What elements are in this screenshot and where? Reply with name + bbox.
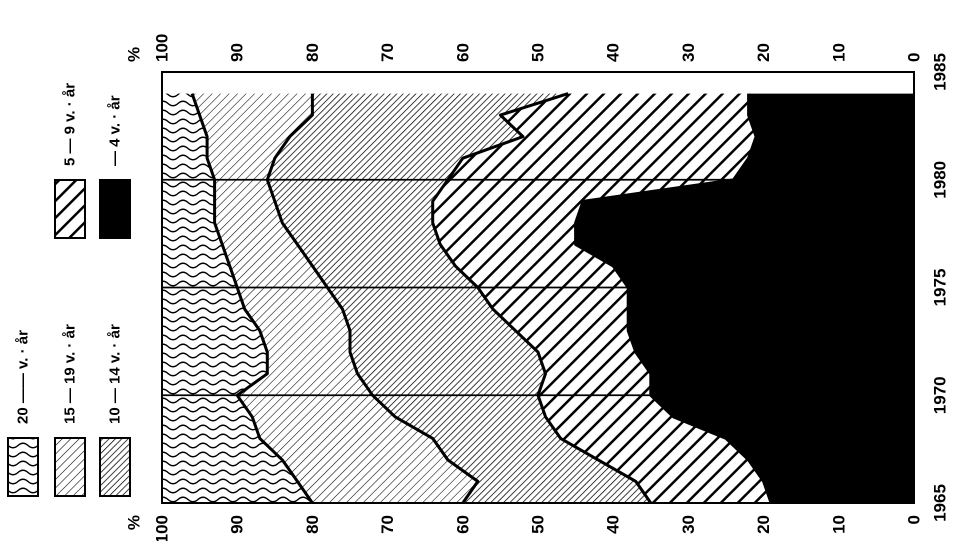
tick-label-top-50: 50 (529, 43, 548, 62)
legend-swatch-2 (54, 437, 86, 497)
boundary-line-1 (574, 93, 773, 504)
tick-label-top-70: 70 (378, 43, 397, 62)
band-boundaries (190, 92, 773, 504)
tick-label-year-1980: 1980 (931, 161, 950, 199)
axis-ticks: 0 0 10 10 20 20 30 30 40 40 50 50 60 60 70 70 80 80 90 90 10… (125, 34, 950, 541)
tick-label-top-10: 10 (829, 43, 848, 62)
tick-label-top-40: 40 (604, 43, 623, 62)
tick-label-year-1970: 1970 (931, 376, 950, 414)
tick-label-top-30: 30 (679, 43, 698, 62)
legend-label-4: 5 — 9 v. · år (62, 83, 79, 166)
tick-label-top-0: 0 (905, 53, 924, 62)
tick-label-bottom-20: 20 (754, 515, 773, 534)
band-pattern-3 (267, 93, 651, 503)
legend-swatch-5 (99, 179, 131, 239)
tick-label-top-100: 100 (153, 34, 172, 62)
tick-label-bottom-80: 80 (303, 515, 322, 534)
tick-label-bottom-0: 0 (905, 515, 924, 524)
tick-label-top-80: 80 (303, 43, 322, 62)
tick-label-bottom-70: 70 (378, 515, 397, 534)
legend-label-1: 20 —— v. · år (15, 330, 32, 424)
legend-label-5: — 4 v. · år (107, 95, 124, 166)
boundary-line-2 (431, 92, 653, 504)
legend-swatch-1 (7, 437, 39, 497)
band-pattern-1 (575, 93, 914, 503)
tick-label-top-90: 90 (228, 43, 247, 62)
tick-label-bottom-30: 30 (679, 515, 698, 534)
band-pattern-4 (192, 93, 478, 503)
year-grid-lines (162, 178, 914, 397)
axis-unit-bottom: % (125, 515, 144, 530)
tick-label-year-1975: 1975 (931, 269, 950, 307)
legend: 20 —— v. · år 15 — 19 v. · år 10 — 14 v. ·… (7, 83, 131, 497)
band-pattern-2 (432, 93, 772, 503)
boundary-line-3 (265, 93, 480, 504)
band-pattern-5 (162, 93, 313, 503)
area-bands (162, 93, 914, 503)
legend-label-2: 15 — 19 v. · år (62, 324, 79, 424)
plot-frame (161, 71, 915, 504)
boundary-line-4 (190, 93, 314, 504)
tick-label-bottom-100: 100 (153, 515, 172, 541)
tick-label-bottom-90: 90 (228, 515, 247, 534)
tick-label-bottom-10: 10 (829, 515, 848, 534)
axis-unit-top: % (125, 47, 144, 62)
tick-label-year-1985: 1985 (931, 53, 950, 91)
tick-label-bottom-60: 60 (453, 515, 472, 534)
tick-label-bottom-50: 50 (529, 515, 548, 534)
tick-label-top-20: 20 (754, 43, 773, 62)
legend-swatch-4 (54, 179, 86, 239)
legend-swatch-3 (99, 437, 131, 497)
legend-label-3: 10 — 14 v. · år (107, 324, 124, 424)
tick-label-top-60: 60 (453, 43, 472, 62)
tick-label-year-1965: 1965 (931, 484, 950, 522)
tick-label-bottom-40: 40 (604, 515, 623, 534)
